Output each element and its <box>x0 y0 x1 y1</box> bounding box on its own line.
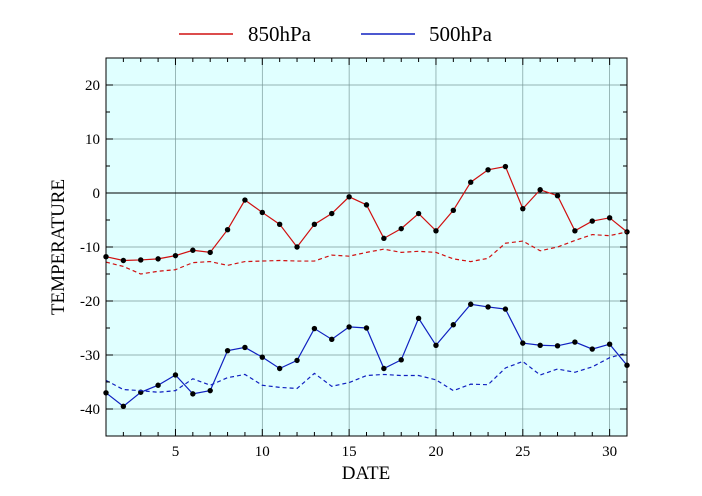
y-tick-label: -10 <box>80 240 100 256</box>
data-point <box>190 391 196 397</box>
x-tick-label: 25 <box>515 444 530 460</box>
data-point <box>537 342 543 348</box>
data-point <box>554 193 561 199</box>
data-point <box>606 341 613 347</box>
data-point <box>398 225 404 232</box>
y-tick-label: -40 <box>80 402 100 418</box>
data-point <box>329 210 335 217</box>
y-tick-label: -20 <box>80 294 100 310</box>
data-point <box>398 357 404 363</box>
data-point <box>346 194 352 200</box>
data-point <box>207 249 213 256</box>
data-point <box>468 301 474 307</box>
data-point <box>381 235 387 242</box>
data-point <box>329 336 335 343</box>
x-tick-label: 30 <box>602 444 617 460</box>
data-point <box>155 382 161 388</box>
data-point <box>520 340 526 346</box>
data-point <box>224 227 231 233</box>
data-point <box>120 403 127 409</box>
axis-ticks <box>105 57 628 437</box>
data-point <box>138 257 144 263</box>
legend: 850hPa 500hPa <box>179 22 493 46</box>
data-point <box>172 252 179 259</box>
series-line-500hpa-dashed <box>105 352 628 393</box>
data-point <box>606 215 613 221</box>
data-point <box>190 247 196 253</box>
y-tick-label: 10 <box>85 132 100 148</box>
data-point <box>589 346 595 352</box>
data-point <box>485 304 491 310</box>
data-point <box>155 256 161 262</box>
series-lines <box>103 163 630 409</box>
legend-label-500hpa: 500hPa <box>429 22 493 46</box>
y-tick-label: 0 <box>93 186 101 202</box>
data-point <box>554 343 561 349</box>
data-point <box>433 228 439 234</box>
data-point <box>311 325 318 332</box>
legend-label-850hpa: 850hPa <box>248 22 312 46</box>
data-point <box>346 324 352 330</box>
x-tick-label: 5 <box>172 444 180 460</box>
data-point <box>242 344 248 351</box>
x-tick-label: 15 <box>342 444 357 460</box>
data-point <box>433 342 439 348</box>
data-point <box>311 221 318 228</box>
data-point <box>572 339 578 345</box>
data-point <box>242 197 248 203</box>
data-point <box>502 306 509 312</box>
data-point <box>502 163 509 170</box>
x-tick-labels: 5 10 15 20 25 30 <box>172 444 617 460</box>
data-point <box>468 179 474 185</box>
data-point <box>537 187 543 193</box>
data-point <box>381 365 387 372</box>
data-point <box>589 218 595 224</box>
data-point <box>363 202 370 208</box>
data-point <box>363 325 370 331</box>
data-point <box>485 167 491 173</box>
data-point <box>259 354 265 360</box>
y-tick-labels: 20 10 0 -10 -20 -30 -40 <box>80 78 100 418</box>
x-axis-title: DATE <box>342 463 391 484</box>
series-line-850hpa-dashed <box>105 231 628 275</box>
data-point <box>294 244 300 250</box>
y-axis-title: TEMPERATURE <box>48 179 69 315</box>
x-tick-label: 20 <box>428 444 443 460</box>
data-point <box>415 210 422 217</box>
data-point <box>450 207 457 213</box>
data-point <box>259 209 265 216</box>
data-point <box>276 365 283 372</box>
y-tick-label: -30 <box>80 348 100 364</box>
x-tick-label: 10 <box>255 444 270 460</box>
data-point <box>276 221 283 228</box>
y-tick-label: 20 <box>85 78 100 94</box>
data-point <box>450 322 457 328</box>
data-point <box>120 257 127 264</box>
data-point <box>172 372 179 378</box>
data-point <box>224 347 231 354</box>
data-point <box>572 228 578 234</box>
data-point <box>415 315 422 321</box>
data-point <box>294 357 300 364</box>
data-point <box>520 205 526 212</box>
data-point <box>207 387 213 394</box>
